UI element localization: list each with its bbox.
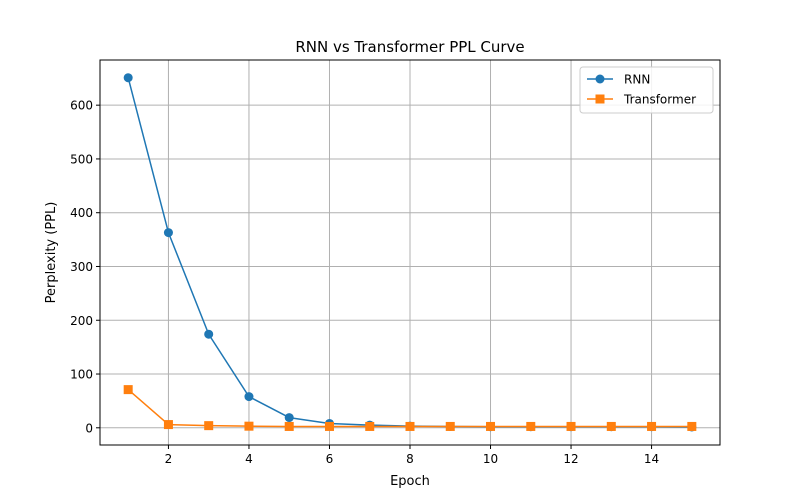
data-point-transformer xyxy=(365,421,375,431)
y-tick-label: 600 xyxy=(70,99,93,113)
data-point-rnn xyxy=(284,413,294,423)
x-tick-label: 4 xyxy=(245,452,253,466)
data-point-transformer xyxy=(647,421,657,431)
data-point-transformer xyxy=(526,421,536,431)
series-transformer xyxy=(123,385,697,431)
data-point-transformer xyxy=(405,421,415,431)
data-point-rnn xyxy=(123,73,133,83)
data-point-transformer xyxy=(445,421,455,431)
legend-marker-rnn xyxy=(595,74,605,84)
data-point-transformer xyxy=(606,421,616,431)
legend-marker-transformer xyxy=(595,94,605,104)
x-axis-label: Epoch xyxy=(390,474,430,489)
y-tick-label: 300 xyxy=(70,260,93,274)
series-layer xyxy=(123,73,697,432)
data-point-transformer xyxy=(244,421,254,431)
x-tick-label: 14 xyxy=(644,452,659,466)
legend: RNN Transformer xyxy=(579,66,714,114)
y-tick-label: 100 xyxy=(70,368,93,382)
data-point-transformer xyxy=(163,420,173,430)
ticks: 2 4 6 8 10 12 14 0 100 200 300 400 500 600 xyxy=(70,99,659,466)
x-tick-label: 10 xyxy=(483,452,498,466)
data-point-transformer xyxy=(204,421,214,431)
data-point-rnn xyxy=(244,392,254,402)
data-point-transformer xyxy=(566,421,576,431)
legend-label-transformer: Transformer xyxy=(623,93,696,107)
x-tick-label: 8 xyxy=(406,452,414,466)
y-tick-label: 400 xyxy=(70,206,93,220)
x-tick-label: 12 xyxy=(563,452,578,466)
data-point-transformer xyxy=(324,421,334,431)
legend-label-rnn: RNN xyxy=(624,73,650,87)
y-axis-label: Perplexity (PPL) xyxy=(44,202,59,304)
data-point-transformer xyxy=(284,421,294,431)
y-tick-label: 500 xyxy=(70,152,93,166)
y-tick-label: 0 xyxy=(85,421,93,435)
grid xyxy=(100,60,720,445)
chart-title: RNN vs Transformer PPL Curve xyxy=(295,38,524,56)
data-point-rnn xyxy=(163,228,173,238)
data-point-transformer xyxy=(123,385,133,395)
data-point-transformer xyxy=(687,421,697,431)
data-point-rnn xyxy=(204,329,214,339)
data-point-transformer xyxy=(486,421,496,431)
x-tick-label: 2 xyxy=(165,452,173,466)
legend-box xyxy=(579,66,714,114)
y-tick-label: 200 xyxy=(70,314,93,328)
x-tick-label: 6 xyxy=(326,452,334,466)
